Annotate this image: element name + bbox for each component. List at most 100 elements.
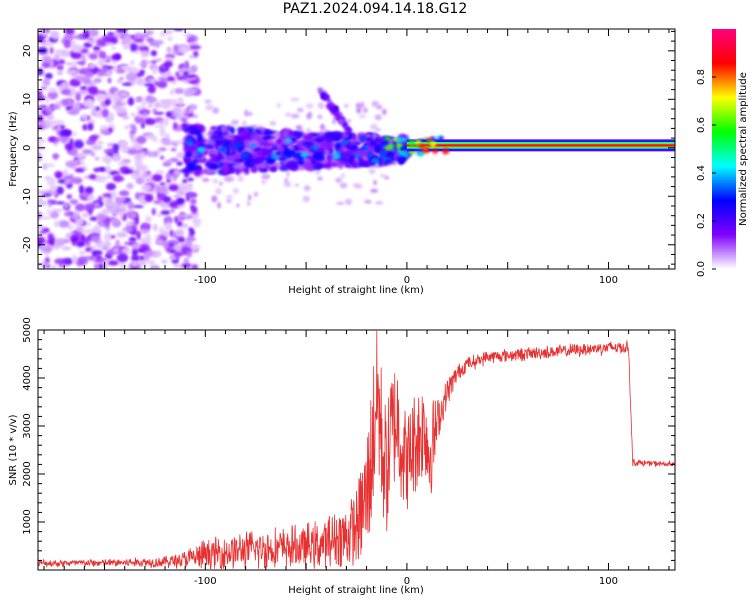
spectral-blob <box>144 118 156 126</box>
spectral-blob <box>153 81 160 86</box>
spectral-blob <box>216 201 222 209</box>
spectral-blob <box>54 238 66 247</box>
spectral-blob <box>392 138 398 142</box>
spectral-blob <box>147 260 156 266</box>
spectral-blob <box>78 250 87 256</box>
spectral-blob <box>46 199 58 204</box>
spectral-blob <box>63 39 71 48</box>
snr-ytick-label: 2000 <box>22 461 33 486</box>
spectral-blob <box>129 131 135 141</box>
spectral-blob <box>166 247 172 252</box>
spectral-blob <box>379 174 387 178</box>
spectral-blob <box>121 82 132 86</box>
spectral-blob <box>43 163 56 168</box>
spectrogram-ylabel: Frequency (Hz) <box>8 111 19 187</box>
spectral-blob <box>224 150 230 154</box>
spectral-blob <box>359 161 371 166</box>
spectral-blob <box>141 222 151 229</box>
spectral-blob <box>220 146 227 152</box>
spectral-blob <box>366 144 376 153</box>
spectral-blob <box>166 221 171 229</box>
spectral-blob <box>226 198 232 204</box>
spectral-blob <box>179 168 192 173</box>
spectral-blob <box>195 134 203 142</box>
spectral-blob <box>58 220 70 228</box>
spectral-blob <box>83 29 91 38</box>
spectral-blob <box>101 108 109 118</box>
spectral-blob <box>343 163 352 168</box>
spectral-blob <box>184 158 191 162</box>
spectral-blob <box>370 157 379 164</box>
spectral-blob <box>375 114 381 119</box>
spectral-blob <box>308 148 315 153</box>
spectral-blob <box>84 203 95 212</box>
spectral-blob <box>151 208 156 216</box>
spectral-blob <box>211 195 218 203</box>
snr-ylabel: SNR (10 * v/v) <box>8 414 19 485</box>
spectral-blob <box>303 162 315 170</box>
spectral-blob <box>187 185 193 192</box>
spectral-blob <box>386 151 395 158</box>
spectral-blob <box>63 169 68 176</box>
spectral-blob <box>49 184 59 191</box>
spectral-blob <box>352 183 360 188</box>
spectral-blob <box>121 247 131 255</box>
spectral-blob <box>169 157 180 163</box>
spectral-blob <box>61 88 73 96</box>
spectral-blob <box>370 188 379 194</box>
spectrogram-ytick-label: -20 <box>22 237 33 253</box>
spectral-blob <box>236 203 240 208</box>
spectral-blob <box>94 262 99 269</box>
spectral-blob <box>172 48 182 55</box>
spectral-blob <box>152 173 163 182</box>
spectral-blob <box>158 147 167 152</box>
spectral-blob <box>252 152 258 159</box>
spectral-blob <box>49 47 54 54</box>
spectral-blob <box>286 170 290 178</box>
spectral-blob <box>66 61 73 66</box>
spectral-blob <box>145 233 151 242</box>
spectral-blob <box>42 78 51 87</box>
spectral-blob <box>331 162 341 167</box>
spectral-blob <box>338 119 343 124</box>
spectral-blob <box>205 104 214 111</box>
spectral-blob <box>139 61 148 68</box>
spectral-blob <box>107 77 112 84</box>
spectral-blob <box>176 229 184 237</box>
spectral-blob <box>358 113 367 119</box>
spectral-blob <box>119 76 124 81</box>
spectral-blob <box>340 140 350 146</box>
spectral-blob <box>374 147 380 152</box>
spectral-blob <box>174 170 180 176</box>
spectral-blob <box>177 237 186 243</box>
spectral-blob <box>89 234 101 243</box>
spectral-blob <box>144 193 154 203</box>
spectral-blob <box>407 139 416 147</box>
spectral-blob <box>188 127 193 132</box>
spectral-blob <box>64 29 75 35</box>
spectral-blob <box>159 182 166 186</box>
spectral-blob <box>263 130 274 136</box>
spectral-blob <box>86 241 91 247</box>
spectral-blob <box>315 137 324 143</box>
spectral-blob <box>86 37 93 41</box>
spectral-blob <box>232 187 239 195</box>
spectral-blob <box>214 187 223 195</box>
spectral-blob <box>103 232 112 242</box>
spectral-blob <box>294 140 300 145</box>
spectral-blob <box>274 132 282 139</box>
spectral-blob <box>172 194 182 199</box>
spectral-blob <box>99 167 106 172</box>
spectral-blob <box>53 220 60 228</box>
spectral-blob <box>341 153 349 158</box>
spectral-blob <box>85 186 94 194</box>
spectral-blob <box>117 161 129 166</box>
spectral-blob <box>45 96 50 104</box>
spectral-blob <box>96 38 108 48</box>
spectral-blob <box>147 97 158 103</box>
spectral-blob <box>189 45 202 50</box>
snr-ytick-label: 5000 <box>22 317 33 342</box>
spectral-blob <box>218 158 231 163</box>
spectral-blob <box>166 159 173 165</box>
spectral-blob <box>38 236 46 245</box>
